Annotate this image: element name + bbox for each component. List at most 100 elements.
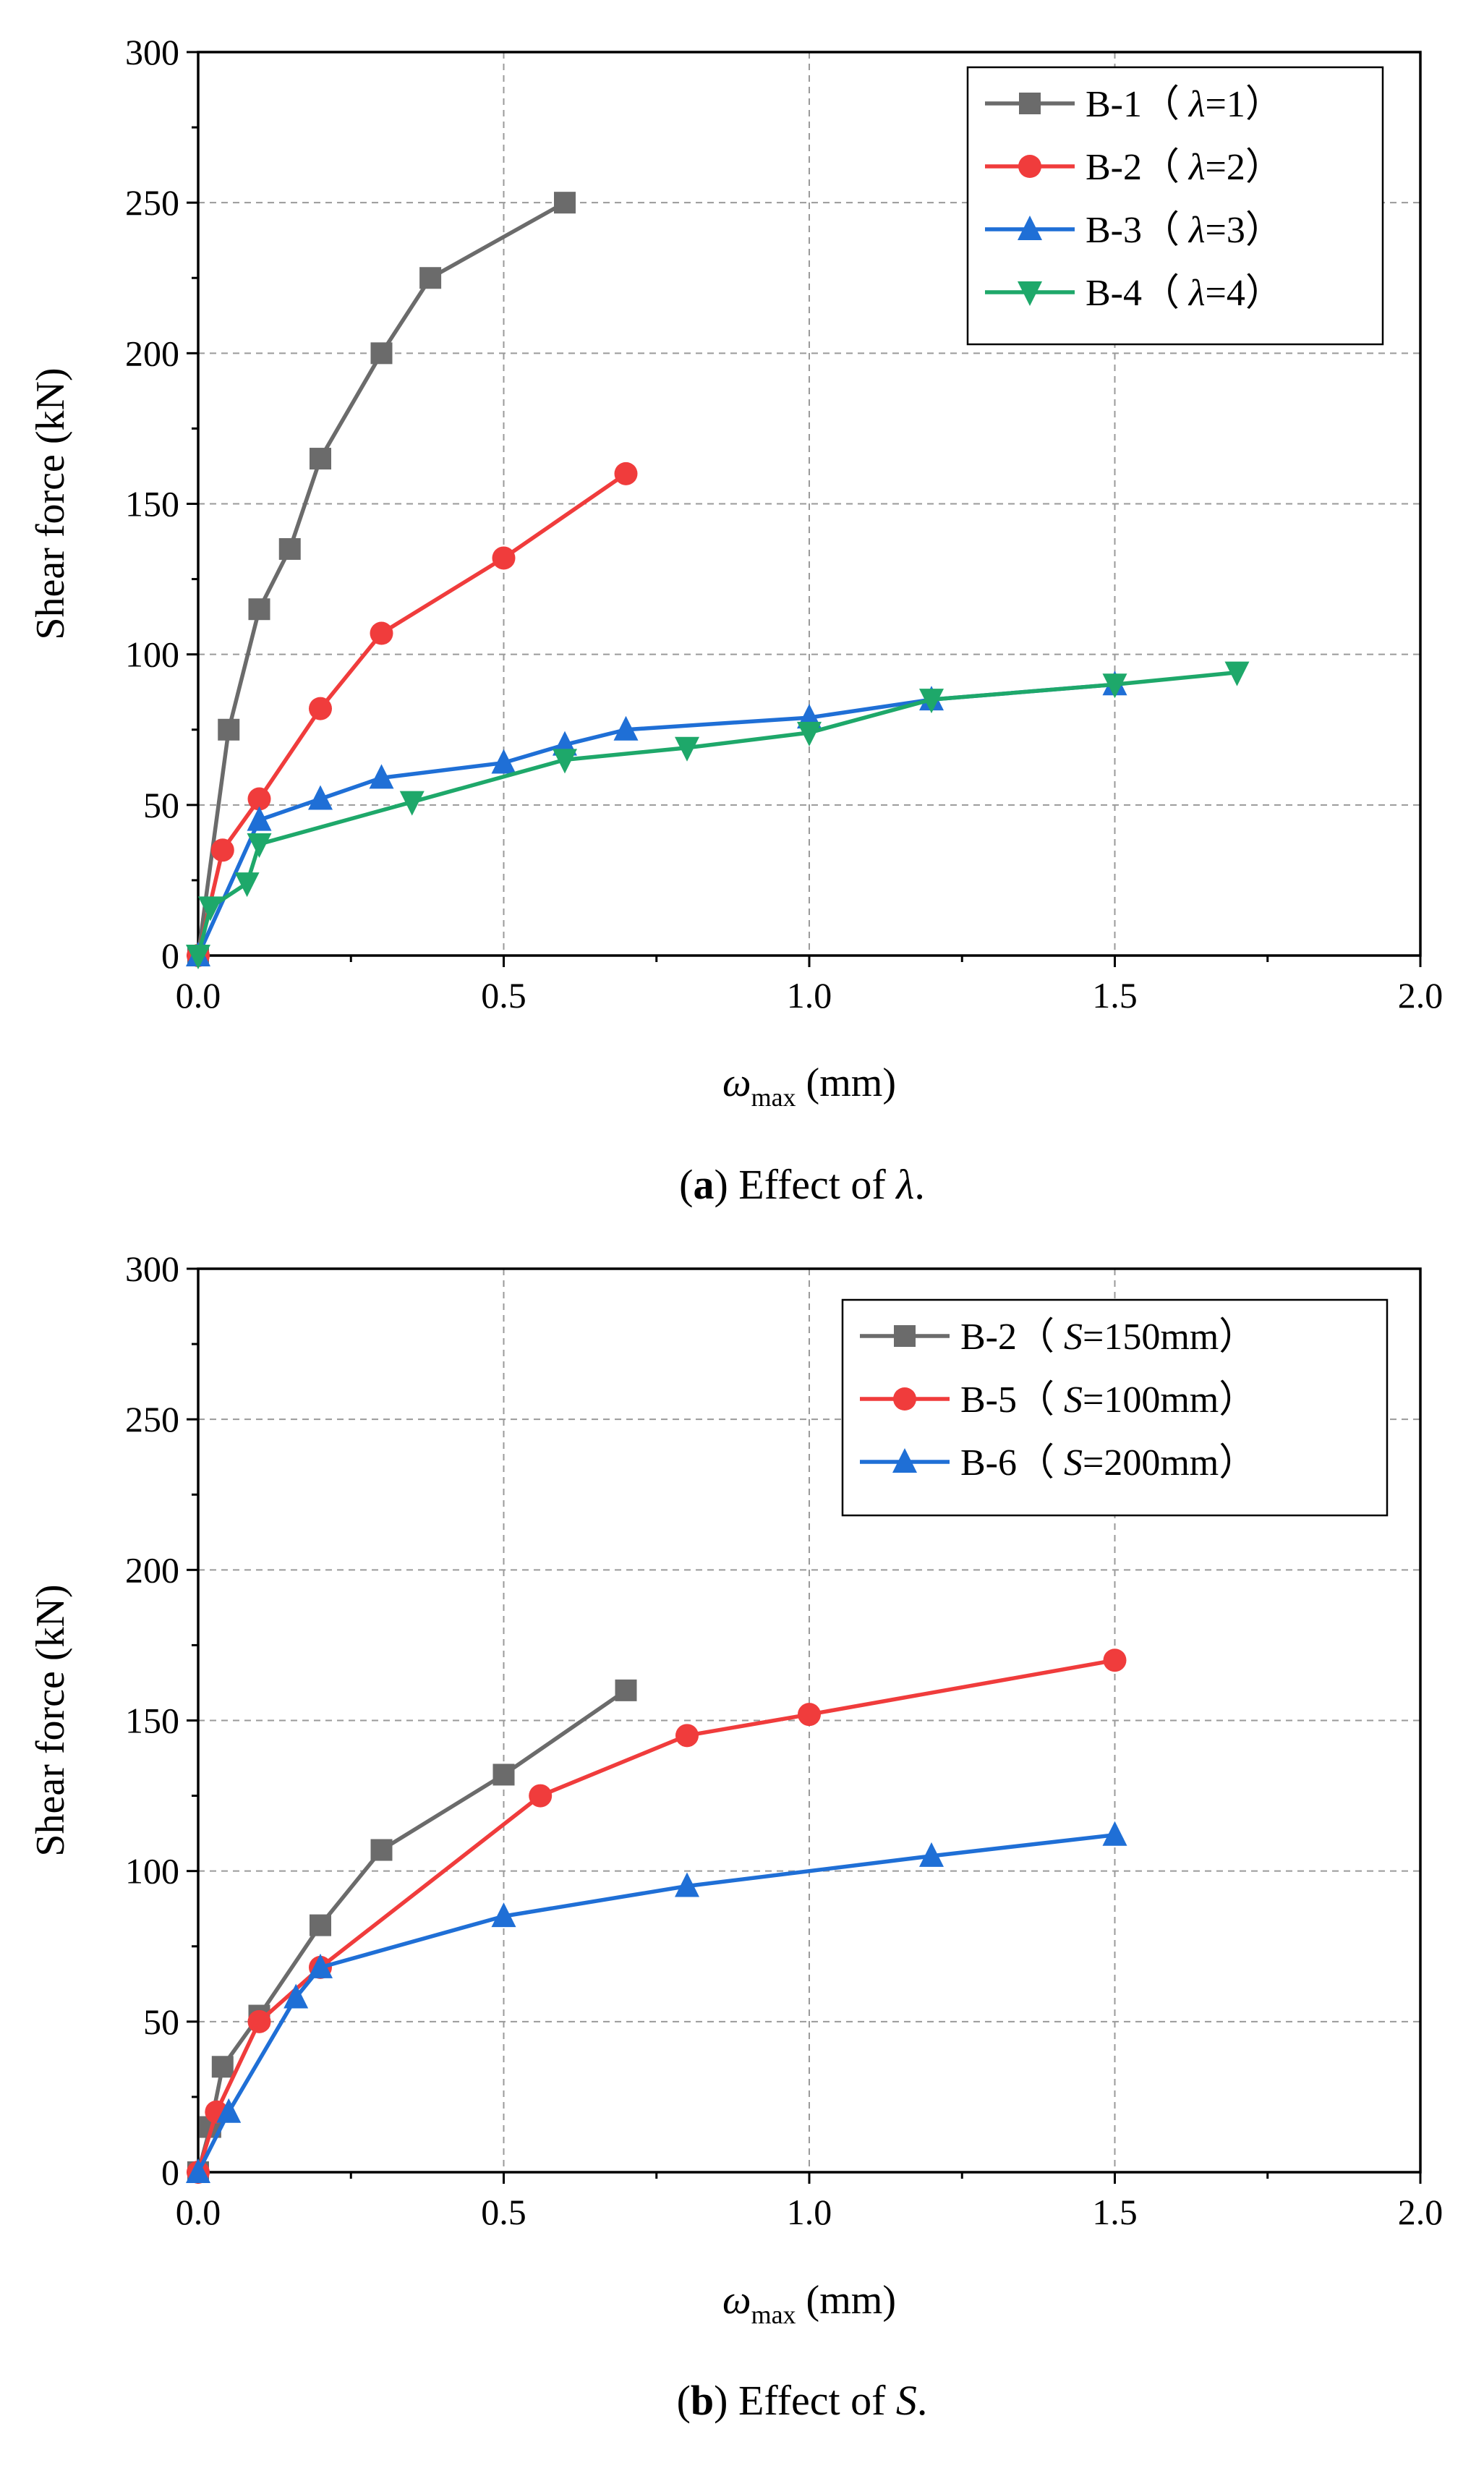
data-point-b-6 xyxy=(675,1872,699,1897)
data-point-b-2 xyxy=(211,2056,234,2078)
data-point-b-2 xyxy=(492,546,516,570)
data-point-b-3 xyxy=(491,749,516,774)
x-axis-title-unit: (mm) xyxy=(796,2278,896,2323)
x-tick-label: 2.0 xyxy=(1398,2192,1444,2232)
legend-label-name: B-4（ xyxy=(1086,273,1189,314)
data-point-b-5 xyxy=(247,2009,271,2033)
data-point-b-4 xyxy=(399,791,425,816)
data-point-b-2 xyxy=(492,1764,515,1786)
data-point-b-1 xyxy=(554,192,576,214)
caption-open: ( xyxy=(679,1161,693,1208)
x-tick-label: 0.5 xyxy=(481,975,526,1016)
legend-label-value: =3） xyxy=(1206,210,1283,251)
series-line-b-6 xyxy=(196,1832,1115,2174)
data-point-b-6 xyxy=(216,2098,242,2123)
axis-ticks xyxy=(187,51,1422,967)
y-tick-label: 50 xyxy=(143,2001,179,2042)
legend-label-param: S xyxy=(1064,1316,1083,1358)
y-tick-label: 200 xyxy=(125,1549,179,1590)
data-point-b-4 xyxy=(197,896,223,922)
x-tick-label: 1.5 xyxy=(1092,2192,1138,2232)
legend-marker xyxy=(1018,281,1042,306)
legend-label-value: =200mm） xyxy=(1083,1442,1256,1484)
x-tick-label: 1.0 xyxy=(787,2192,832,2232)
legend-label-name: B-2（ xyxy=(960,1316,1064,1358)
legend-item-b-1: B-1（ λ=1） xyxy=(985,84,1283,125)
y-tick-label: 0 xyxy=(161,935,179,976)
data-point-b-4 xyxy=(247,833,272,858)
y-tick-label: 250 xyxy=(125,182,179,223)
legend-item-b-4: B-4（ λ=4） xyxy=(985,273,1283,314)
legend-label: B-4（ λ=4） xyxy=(1086,273,1283,314)
x-tick-label: 0.5 xyxy=(481,2192,526,2232)
series-line-b-3 xyxy=(196,682,1115,957)
y-axis-title: Shear force (kN) xyxy=(28,367,73,639)
legend-marker xyxy=(1018,216,1042,240)
legend-label-param: S xyxy=(1064,1379,1083,1421)
y-tick-label: 100 xyxy=(125,634,179,675)
data-point-b-5 xyxy=(529,1784,553,1808)
legend-label: B-5（ S=100mm） xyxy=(960,1379,1256,1421)
legend-item-b-2: B-2（ S=150mm） xyxy=(860,1316,1256,1358)
data-point-b-2 xyxy=(247,787,271,811)
data-point-b-2 xyxy=(370,621,393,645)
chart-panel-b: 0.0 0.5 1.0 1.5 2.0 0 50 100 150 200 250 300 Shear f… xyxy=(28,1248,1443,2424)
legend-label-value: =100mm） xyxy=(1083,1379,1256,1421)
data-point-b-1 xyxy=(218,718,240,741)
series-line-b-5 xyxy=(196,1658,1115,2173)
x-tick-label: 2.0 xyxy=(1398,975,1444,1016)
data-point-b-4 xyxy=(186,945,210,969)
data-point-b-6 xyxy=(491,1902,516,1928)
data-point-b-1 xyxy=(278,537,301,560)
data-point-b-5 xyxy=(798,1703,821,1727)
data-point-b-5 xyxy=(1103,1648,1127,1672)
legend-label: B-2（ S=150mm） xyxy=(960,1316,1256,1358)
y-tick-label: 100 xyxy=(125,1851,179,1892)
data-point-b-6 xyxy=(1102,1821,1127,1846)
series-b-2 xyxy=(187,1679,637,2183)
x-tick-label: 1.5 xyxy=(1092,975,1138,1016)
legend-item-b-5: B-5（ S=100mm） xyxy=(860,1379,1256,1421)
data-point-b-4 xyxy=(1102,673,1127,699)
data-point-b-3 xyxy=(613,715,639,741)
legend-label-value: =4） xyxy=(1206,273,1283,314)
legend-label-name: B-6（ xyxy=(960,1442,1064,1484)
caption-end: . xyxy=(917,2377,928,2424)
data-point-b-3 xyxy=(247,806,272,831)
x-axis-title: ωmax (mm) xyxy=(722,2278,896,2329)
series-line-b-2 xyxy=(196,472,628,956)
x-tick-label: 1.0 xyxy=(787,975,832,1016)
series-line-b-1 xyxy=(196,200,566,956)
chart-panel-a: 0.0 0.5 1.0 1.5 2.0 0 50 100 150 200 250 300 Shear f… xyxy=(28,32,1443,1208)
y-tick-label: 300 xyxy=(125,32,179,72)
series-line-b-4 xyxy=(196,670,1237,956)
data-point-b-4 xyxy=(919,689,944,714)
legend-item-b-2: B-2（ λ=2） xyxy=(985,147,1283,188)
caption-symbol: S xyxy=(896,2377,917,2424)
legend-label: B-1（ λ=1） xyxy=(1086,84,1283,125)
x-tick-label: 0.0 xyxy=(176,975,221,1016)
legend-marker xyxy=(892,1448,917,1473)
legend-label: B-2（ λ=2） xyxy=(1086,147,1283,188)
legend-label-param: λ xyxy=(1187,273,1206,314)
data-point-b-1 xyxy=(310,448,331,470)
caption-open: ( xyxy=(677,2377,691,2424)
data-point-b-1 xyxy=(248,598,270,621)
data-point-b-2 xyxy=(310,1914,331,1936)
legend-label-value: =150mm） xyxy=(1083,1316,1256,1358)
data-point-b-3 xyxy=(308,785,333,810)
legend-label-param: λ xyxy=(1187,210,1206,251)
data-point-b-1 xyxy=(419,267,442,289)
legend: B-1（ λ=1） B-2（ λ=2） B-3（ λ=3） B-4（ λ=4） xyxy=(966,66,1384,346)
data-point-b-1 xyxy=(370,342,393,365)
x-axis-title-unit: (mm) xyxy=(796,1060,896,1105)
legend-label: B-3（ λ=3） xyxy=(1086,210,1283,251)
legend-label-value: =1） xyxy=(1206,84,1283,125)
caption-symbol: λ xyxy=(895,1161,914,1208)
data-point-b-5 xyxy=(675,1724,699,1748)
caption-close: ) Effect of xyxy=(714,1161,896,1208)
data-point-b-6 xyxy=(283,1983,309,2009)
x-axis-title-symbol: ω xyxy=(722,1060,751,1105)
caption-end: . xyxy=(914,1161,925,1208)
